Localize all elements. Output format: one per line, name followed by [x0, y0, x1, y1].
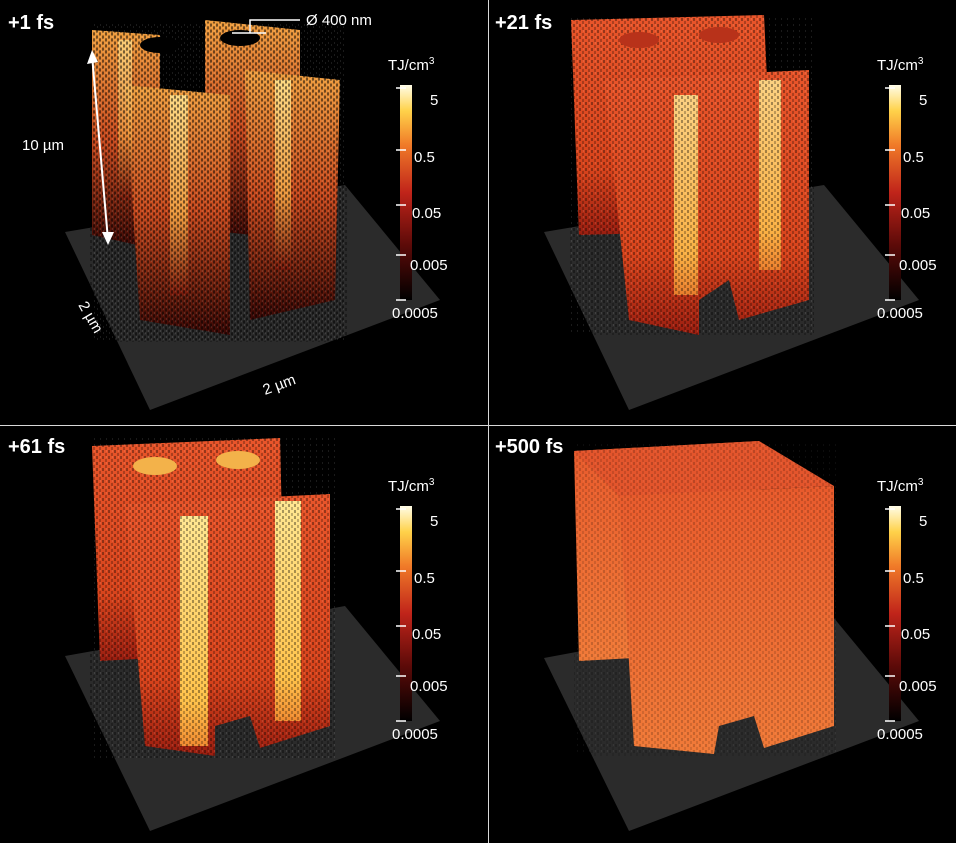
time-label: +21 fs [495, 12, 553, 34]
colorbar-tick-label: 0.5 [414, 149, 435, 166]
colorbar [400, 85, 412, 300]
noise-overlay [574, 441, 836, 756]
colorbar-tick-label: 0.5 [414, 570, 435, 587]
diameter-leader [249, 19, 300, 33]
colorbar-tick-label: 0.05 [901, 626, 930, 643]
colorbar-unit: TJ/cm3 [877, 477, 924, 495]
colorbar-tick-label: 0.005 [899, 678, 937, 695]
noise-overlay [93, 22, 348, 342]
colorbar-tick-label: 5 [919, 513, 927, 530]
noise-overlay [90, 438, 335, 758]
colorbar-tick-label: 0.005 [899, 257, 937, 274]
colorbar-ticks [396, 508, 406, 722]
horizontal-divider [0, 425, 956, 426]
hole-top [619, 32, 659, 48]
colorbar-tick-label: 0.05 [412, 626, 441, 643]
time-label: +61 fs [8, 436, 66, 458]
colorbar-unit: TJ/cm3 [877, 56, 924, 74]
panel-500fs-render: TJ/cm3 5 0.5 0.05 0.005 0.0005 [544, 441, 937, 831]
panel-21fs: TJ/cm3 5 0.5 0.05 0.005 0.0005 +21 fs [489, 0, 956, 425]
colorbar-tick-label: 0.05 [412, 205, 441, 222]
width-bottom-label: 2 µm [261, 371, 298, 398]
hole-top [216, 451, 260, 469]
colorbar-tick-label: 5 [919, 92, 927, 109]
colorbar-tick-label: 0.5 [903, 570, 924, 587]
colorbar [400, 506, 412, 721]
arrow-head [102, 232, 114, 245]
panel-61fs-render: TJ/cm3 5 0.5 0.05 0.005 0.0005 [65, 438, 448, 831]
colorbar-tick-label: 0.0005 [877, 305, 923, 322]
panel-21fs-render: TJ/cm3 5 0.5 0.05 0.005 0.0005 [544, 15, 937, 410]
colorbar-unit: TJ/cm3 [388, 477, 435, 495]
panel-1fs-render: Ø 400 nm 10 µm 2 µm 2 µm TJ/cm3 5 0.5 0.… [22, 12, 448, 410]
time-label: +1 fs [8, 12, 55, 34]
diameter-label: Ø 400 nm [306, 12, 372, 29]
panel-500fs: TJ/cm3 5 0.5 0.05 0.005 0.0005 +500 fs [489, 426, 956, 843]
arrow-head [87, 50, 98, 64]
panel-1fs: Ø 400 nm 10 µm 2 µm 2 µm TJ/cm3 5 0.5 0.… [0, 0, 488, 425]
hole-top [133, 457, 177, 475]
time-label: +500 fs [495, 436, 564, 458]
colorbar [889, 506, 901, 721]
colorbar-tick-label: 0.0005 [392, 305, 438, 322]
colorbar-tick-label: 0.05 [901, 205, 930, 222]
colorbar-tick-label: 0.5 [903, 149, 924, 166]
hole-top [220, 30, 260, 46]
colorbar-tick-label: 5 [430, 92, 438, 109]
colorbar-tick-label: 0.0005 [877, 726, 923, 743]
colorbar-ticks [885, 508, 895, 722]
colorbar-ticks [885, 87, 895, 301]
height-label: 10 µm [22, 137, 64, 154]
panel-61fs: TJ/cm3 5 0.5 0.05 0.005 0.0005 +61 fs [0, 426, 488, 843]
height-arrow [91, 54, 109, 241]
noise-overlay [569, 15, 814, 335]
colorbar-tick-label: 0.005 [410, 257, 448, 274]
hole-top [699, 27, 739, 43]
colorbar [889, 85, 901, 300]
colorbar-ticks [396, 87, 406, 301]
colorbar-tick-label: 5 [430, 513, 438, 530]
colorbar-tick-label: 0.0005 [392, 726, 438, 743]
vertical-divider [488, 0, 489, 843]
colorbar-unit: TJ/cm3 [388, 56, 435, 74]
hole-top [140, 37, 180, 53]
colorbar-tick-label: 0.005 [410, 678, 448, 695]
